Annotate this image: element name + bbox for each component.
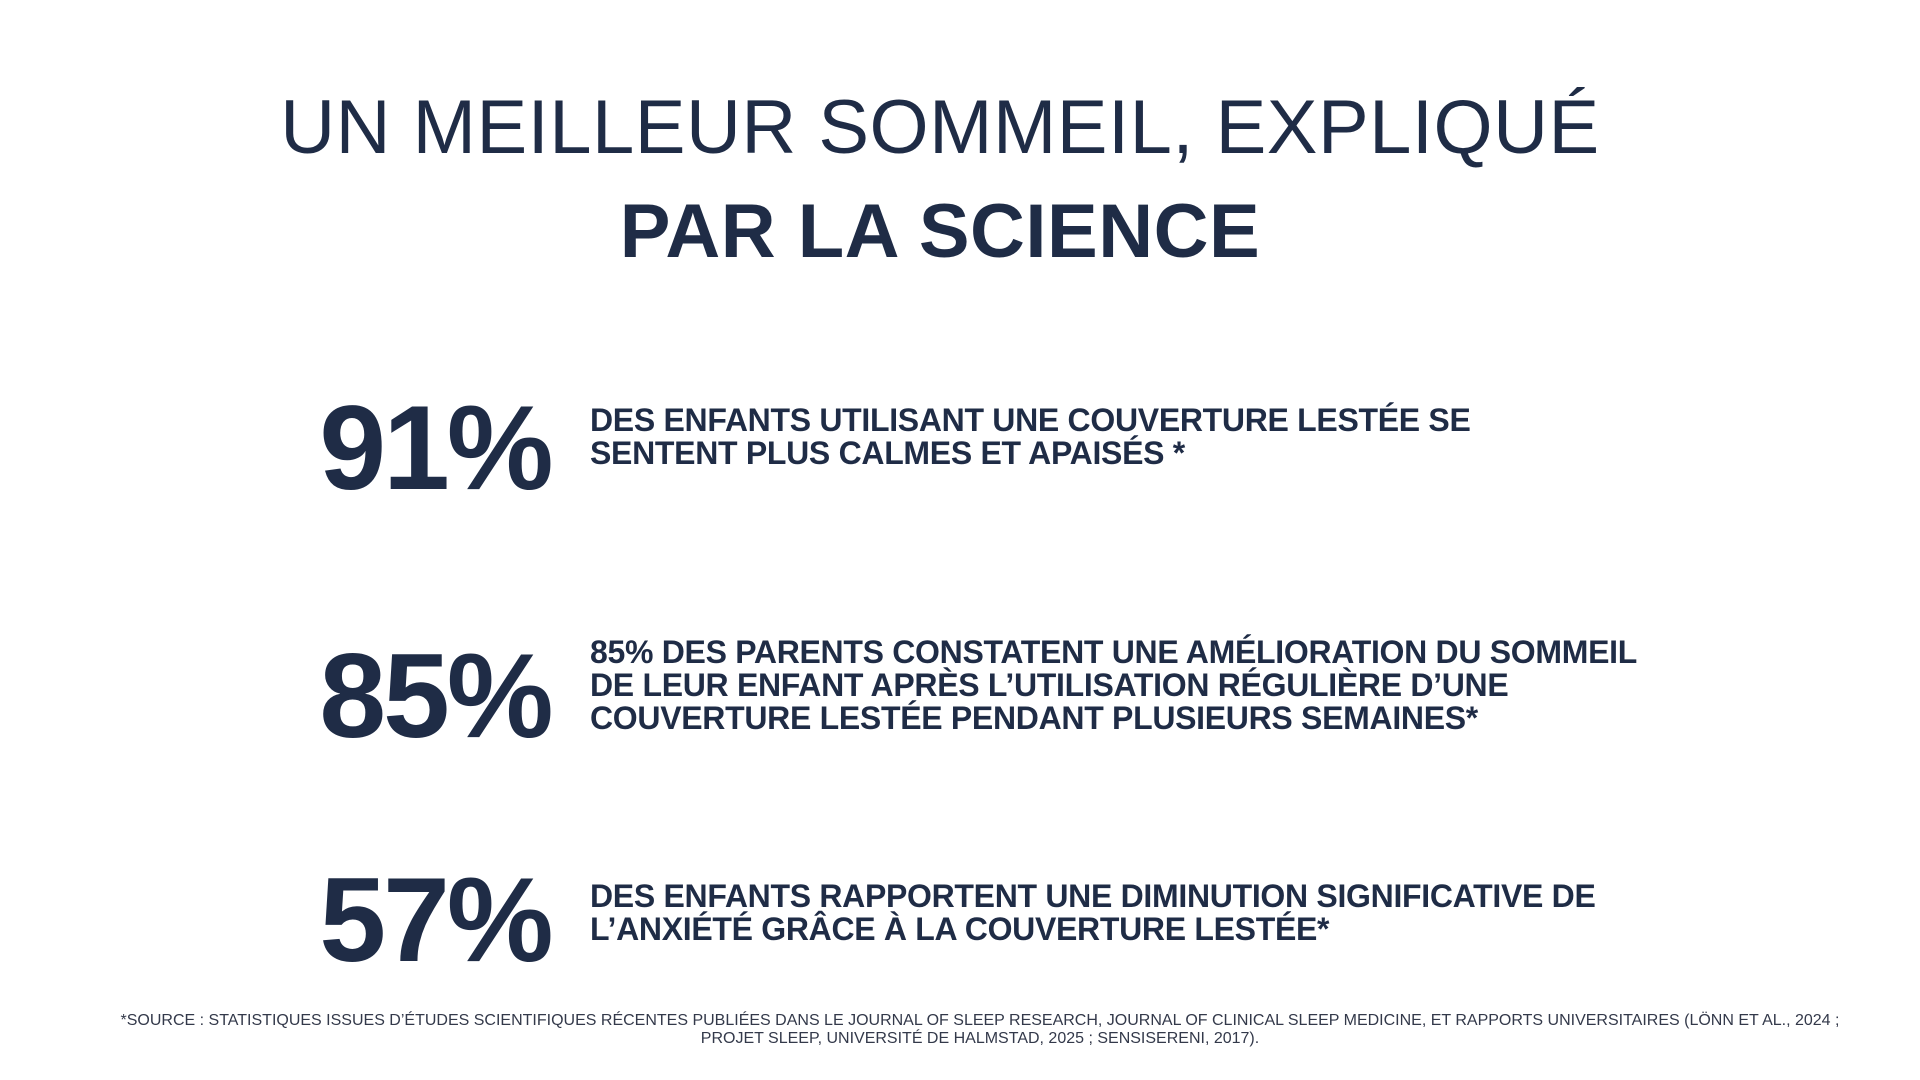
stat-description: DES ENFANTS RAPPORTENT UNE DIMINUTION SI… <box>590 880 1710 946</box>
heading-line-1: UN MEILLEUR SOMMEIL, EXPLIQUÉ <box>280 85 1600 170</box>
stat-value: 91% <box>319 381 553 515</box>
heading-line-2: PAR LA SCIENCE <box>619 189 1261 274</box>
stat-description: DES ENFANTS UTILISANT UNE COUVERTURE LES… <box>590 404 1710 470</box>
stat-description-line: DES ENFANTS RAPPORTENT UNE DIMINUTION SI… <box>590 878 1596 914</box>
stat-description-line: COUVERTURE LESTÉE PENDANT PLUSIEURS SEMA… <box>590 700 1478 736</box>
stat-description-line: SENTENT PLUS CALMES ET APAISÉS * <box>590 435 1185 471</box>
stat-value: 85% <box>319 629 553 763</box>
stat-description-line: L’ANXIÉTÉ GRÂCE À LA COUVERTURE LESTÉE* <box>590 911 1330 947</box>
stat-description-line: DES ENFANTS UTILISANT UNE COUVERTURE LES… <box>590 402 1471 438</box>
stat-description: 85% DES PARENTS CONSTATENT UNE AMÉLIORAT… <box>590 636 1710 735</box>
source-footnote: *SOURCE : STATISTIQUES ISSUES D’ÉTUDES S… <box>120 1012 1840 1047</box>
stat-value: 57% <box>319 853 553 987</box>
stat-description-line: DE LEUR ENFANT APRÈS L’UTILISATION RÉGUL… <box>590 667 1509 703</box>
stat-description-line: 85% DES PARENTS CONSTATENT UNE AMÉLIORAT… <box>590 634 1637 670</box>
